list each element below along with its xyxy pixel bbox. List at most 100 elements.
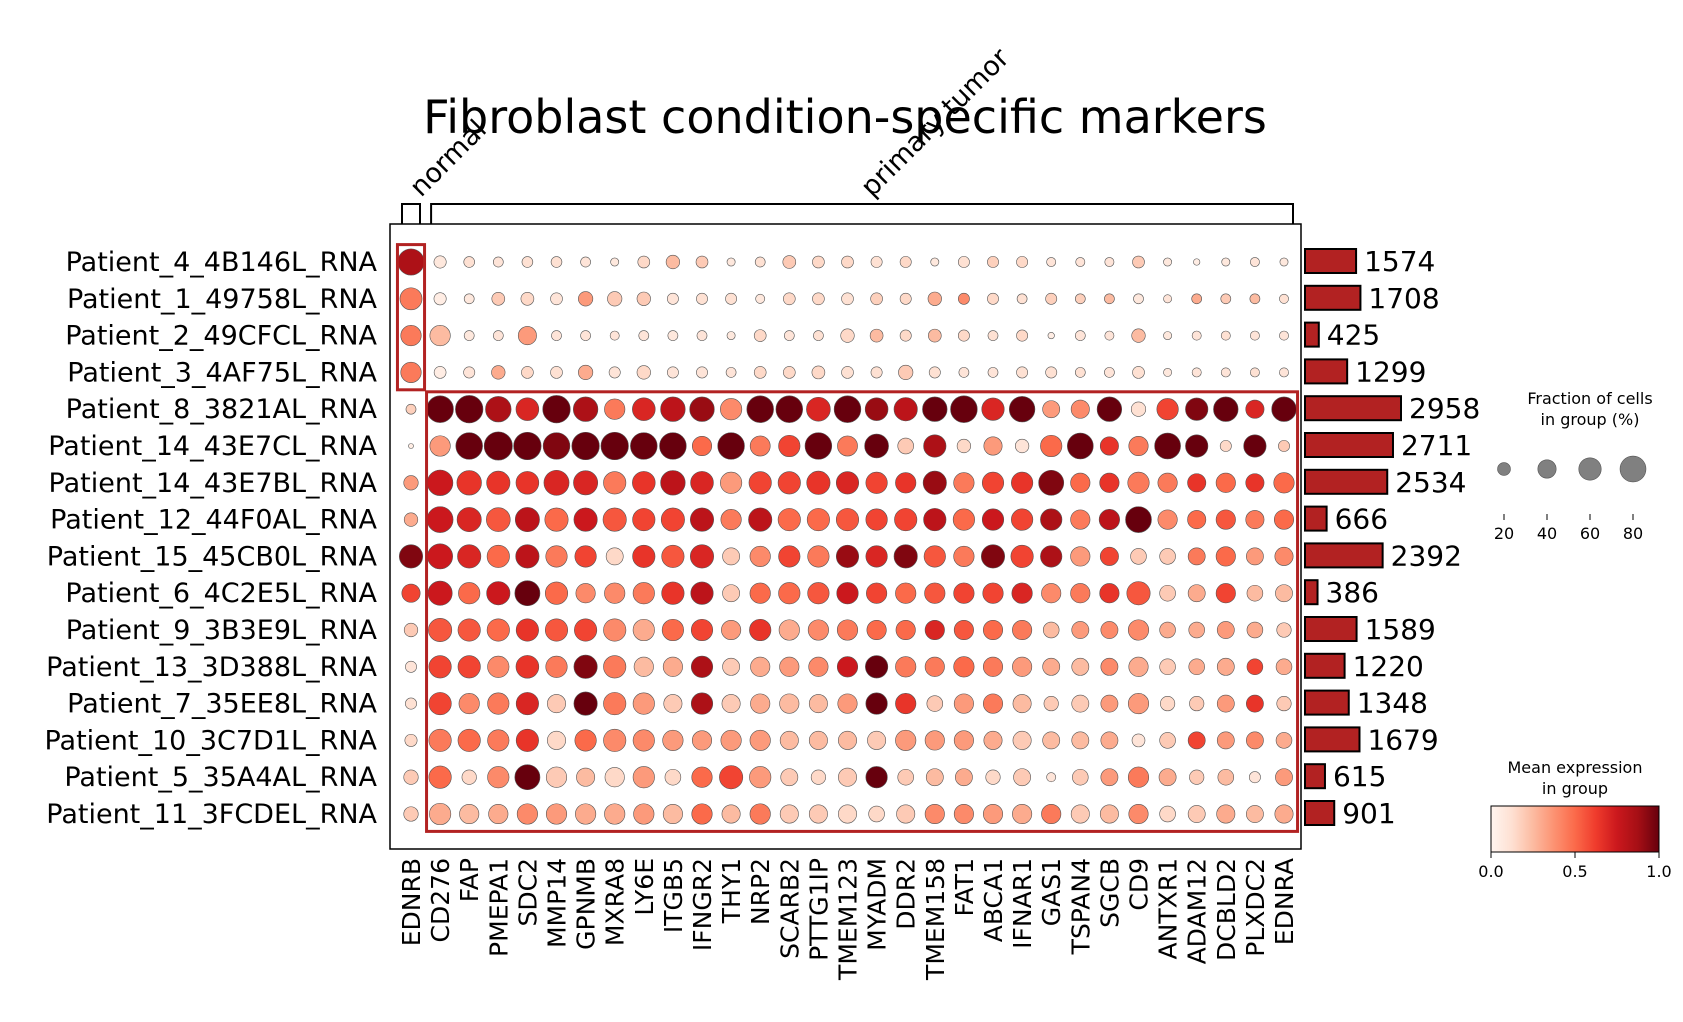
- dot: [575, 583, 596, 604]
- dot: [953, 619, 974, 641]
- row-label: Patient_7_35EE8L_RNA: [67, 689, 377, 720]
- dot: [1099, 472, 1120, 493]
- count-label: 1679: [1367, 723, 1438, 756]
- count-bar: [1304, 616, 1358, 642]
- dot: [427, 543, 453, 570]
- dot: [1245, 510, 1265, 530]
- dot: [1100, 731, 1119, 750]
- gene-label: TMEM123: [834, 858, 863, 981]
- dot: [957, 256, 970, 268]
- dot: [1130, 401, 1147, 417]
- row-label: Patient_14_43E7CL_RNA: [48, 431, 377, 462]
- dot: [1100, 768, 1119, 787]
- dot: [521, 256, 534, 268]
- dot: [1276, 622, 1292, 638]
- dot: [924, 619, 945, 641]
- dot: [545, 803, 568, 825]
- dot: [1249, 293, 1261, 305]
- dot: [1070, 583, 1091, 604]
- dot: [1127, 766, 1150, 788]
- dot: [397, 248, 425, 276]
- dot: [813, 330, 824, 341]
- dot: [1100, 621, 1119, 639]
- dot: [690, 692, 714, 715]
- row-label: Patient_13_3D388L_RNA: [46, 652, 377, 683]
- dot: [662, 803, 683, 825]
- dot: [1191, 293, 1203, 305]
- dot: [1104, 367, 1115, 378]
- count-bar: [1304, 505, 1328, 532]
- row-label: Patient_14_43E7BL_RNA: [49, 468, 378, 499]
- highlight-box: [395, 243, 427, 392]
- dot: [1011, 471, 1034, 494]
- dot: [545, 655, 568, 678]
- dot: [515, 728, 539, 752]
- dot: [1040, 434, 1063, 458]
- dot: [1189, 769, 1205, 785]
- count-label: 615: [1333, 760, 1386, 793]
- dot: [779, 804, 799, 824]
- dot: [1042, 621, 1060, 639]
- dot: [719, 765, 744, 790]
- dot: [400, 325, 422, 347]
- dot: [1128, 435, 1149, 457]
- size-legend-subtitle: in group (%): [1541, 410, 1640, 429]
- dot: [1185, 397, 1209, 421]
- dot: [575, 803, 597, 825]
- size-legend-dot: [1619, 455, 1647, 483]
- dot: [865, 471, 888, 494]
- dot: [403, 475, 419, 491]
- dot: [721, 804, 741, 824]
- dot: [1159, 658, 1176, 676]
- gene-label: SGCB: [1095, 858, 1124, 928]
- dot: [1071, 621, 1090, 639]
- dot: [608, 366, 621, 379]
- dot: [721, 694, 741, 714]
- dot: [661, 618, 684, 642]
- gene-label: PLXDC2: [1241, 858, 1270, 957]
- dot: [982, 693, 1004, 714]
- gene-label: MMP14: [543, 858, 572, 948]
- dot: [578, 291, 594, 307]
- dot: [777, 508, 801, 532]
- colorbar-tick-label: 1.0: [1646, 862, 1671, 881]
- dot: [607, 291, 623, 307]
- gene-label: EDNRB: [397, 858, 426, 946]
- dot: [897, 768, 914, 786]
- dot: [1012, 619, 1033, 641]
- dot: [753, 329, 767, 342]
- dot: [610, 257, 620, 267]
- dot: [403, 806, 419, 822]
- dot: [1011, 582, 1033, 604]
- gene-label: CD9: [1125, 858, 1154, 911]
- count-bar: [1304, 652, 1346, 679]
- dot: [922, 396, 948, 422]
- dot: [1216, 621, 1235, 639]
- dot: [1071, 657, 1090, 676]
- dot: [923, 508, 947, 532]
- dot: [544, 507, 569, 532]
- dot: [981, 397, 1005, 421]
- dot: [783, 292, 796, 306]
- count-bar: [1304, 432, 1394, 458]
- dot: [1131, 733, 1146, 748]
- dot: [870, 366, 883, 379]
- gene-label: GPNMB: [572, 858, 601, 950]
- dot: [1041, 583, 1062, 604]
- dot: [433, 292, 447, 306]
- dot: [603, 655, 627, 679]
- colorbar-tick-label: 0.5: [1562, 862, 1587, 881]
- count-bar: [1304, 689, 1350, 716]
- dot: [665, 254, 681, 270]
- dot: [953, 803, 974, 825]
- dot: [749, 729, 771, 751]
- dot: [812, 255, 825, 269]
- dot: [897, 437, 914, 455]
- dot: [1273, 509, 1295, 530]
- dot: [1187, 584, 1206, 603]
- dot: [749, 618, 772, 642]
- count-bar: [1304, 579, 1319, 606]
- dot: [485, 396, 512, 423]
- dot: [987, 367, 999, 378]
- dot: [632, 618, 655, 642]
